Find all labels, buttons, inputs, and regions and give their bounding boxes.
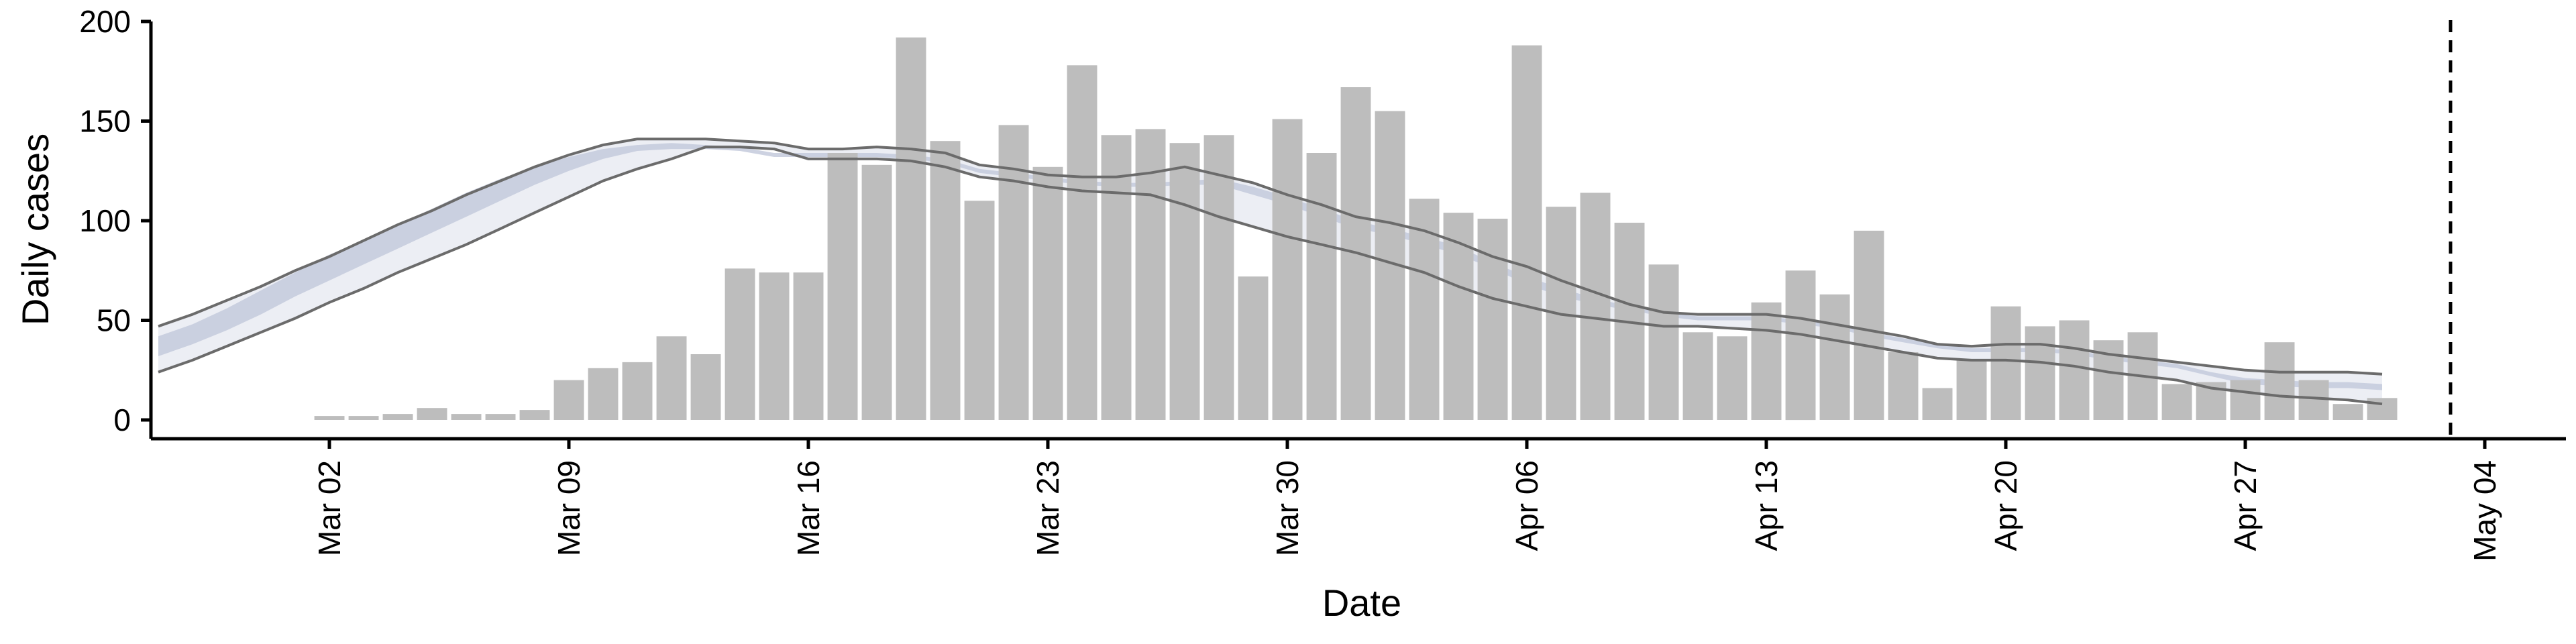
x-tick-label: Apr 27 [2228,460,2263,551]
x-tick-label: Mar 02 [312,460,347,556]
bar [485,414,516,420]
bar [1477,219,1508,420]
bar [382,414,413,420]
bar [1785,270,1816,421]
bar [588,368,619,420]
bar [1580,193,1611,420]
y-tick-label: 0 [113,402,131,437]
bar [553,380,584,420]
x-tick-label: May 04 [2467,460,2502,561]
bar [1990,306,2021,420]
bar [896,37,926,421]
y-tick-label: 50 [97,303,131,338]
band-lower-line [158,146,2383,406]
bar [827,153,858,420]
bar [1682,332,1713,420]
bar [2264,342,2295,420]
x-tick-label: Mar 23 [1030,460,1065,556]
bar [451,414,482,420]
inner-band [158,143,2382,390]
y-tick-label: 200 [79,4,131,39]
bar [1717,336,1748,420]
bar [1888,352,1919,420]
bar [861,164,892,421]
bar [724,268,755,420]
bar [1511,45,1542,421]
x-tick-label: Apr 13 [1749,460,1784,551]
bar [1238,276,1269,420]
x-tick-label: Mar 09 [551,460,586,556]
bar [1203,135,1234,421]
x-tick-label: Mar 16 [791,460,826,556]
bar [2230,380,2261,420]
bar [656,336,687,420]
bar [348,416,379,420]
bar [1956,360,1987,420]
bars-layer [314,37,2398,421]
bar [1306,153,1337,420]
bar [1819,294,1850,420]
bar [998,125,1029,420]
bar [2332,404,2363,420]
bar [2298,380,2329,420]
bar [1922,388,1953,420]
bar [622,362,653,420]
bar [690,354,721,420]
bar [793,272,824,420]
bar [2161,384,2192,420]
x-ticks: Mar 02 Mar 09 Mar 16 Mar 23 Mar 30 Apr 06 Apr … [312,439,2502,561]
bar [314,416,345,420]
x-axis-title: Date [1322,582,1401,624]
bar [2025,326,2055,420]
band-upper-line [158,138,2383,376]
bar [2059,320,2090,420]
bands-outline-layer [158,138,2383,406]
bar [964,201,995,420]
bar [1101,135,1132,421]
bar [417,408,447,420]
bar [1272,119,1303,420]
y-tick-label: 150 [79,104,131,139]
y-axis-title: Daily cases [14,133,56,325]
bar [930,141,961,420]
bar [1648,264,1679,420]
y-ticks: 0 50 100 150 200 [79,4,151,437]
bar [519,410,550,420]
bar [1067,65,1097,421]
bar [759,272,790,420]
bar [2367,398,2398,420]
x-tick-label: Apr 20 [1988,460,2023,551]
bar [1135,129,1166,420]
axes-layer [149,21,2566,441]
x-tick-label: Mar 30 [1270,460,1305,556]
y-tick-label: 100 [79,203,131,238]
bar [1854,230,1884,420]
x-tick-label: Apr 06 [1509,460,1544,551]
bar [1751,302,1782,420]
bar [1032,166,1063,421]
bar [1169,143,1200,420]
